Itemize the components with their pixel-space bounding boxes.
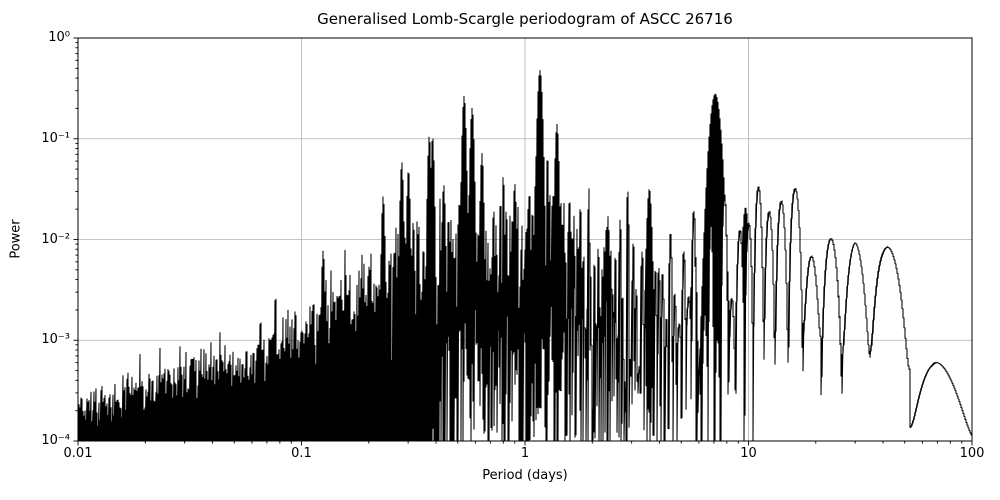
x-tick-label: 100 xyxy=(959,446,985,461)
chart-title: Generalised Lomb-Scargle periodogram of … xyxy=(317,10,733,28)
periodogram-trace xyxy=(77,70,973,442)
axis-ticks xyxy=(73,37,973,446)
y-tick-label: 10⁻³ xyxy=(41,332,70,348)
y-axis-label: Power xyxy=(8,219,24,259)
y-tick-label: 10⁻⁴ xyxy=(41,433,70,449)
x-tick-label: 1 xyxy=(520,446,530,461)
y-tick-label: 10⁻¹ xyxy=(41,130,70,146)
x-tick-label: 10 xyxy=(740,446,757,461)
x-tick-label: 0.1 xyxy=(291,446,312,461)
y-tick-label: 10⁻² xyxy=(41,231,70,247)
x-tick-label: 0.01 xyxy=(63,446,93,461)
y-tick-label: 10⁰ xyxy=(48,30,70,46)
x-axis-label: Period (days) xyxy=(482,468,568,483)
